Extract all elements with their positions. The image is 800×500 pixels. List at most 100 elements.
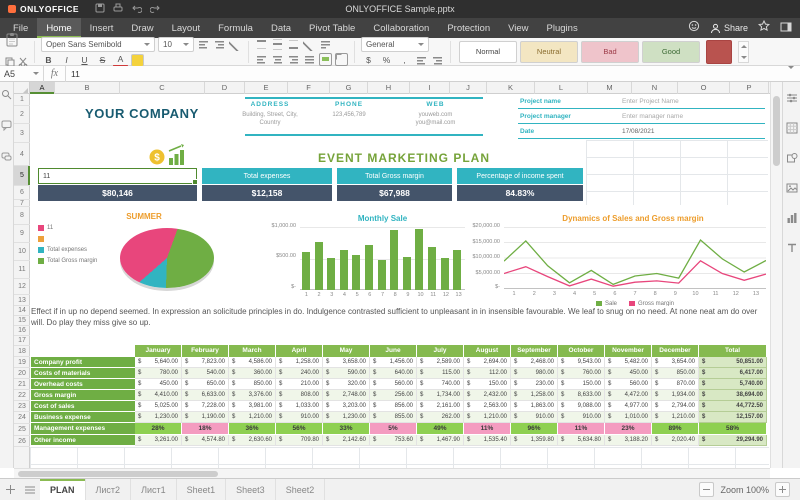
wrap-text-icon[interactable]	[319, 38, 332, 51]
table-cell[interactable]: $650.00	[182, 379, 229, 390]
highlight-color-button[interactable]	[131, 54, 144, 67]
accounting-style-button[interactable]: $	[361, 54, 376, 67]
row-header-3[interactable]: 3	[14, 124, 30, 143]
table-cell[interactable]: $1,734.00	[417, 390, 464, 401]
table-cell[interactable]: 36%	[229, 423, 276, 435]
table-cell[interactable]: 23%	[605, 423, 652, 435]
table-cell[interactable]: $910.00	[558, 412, 605, 423]
font-size-select[interactable]: 10	[158, 37, 194, 52]
row-header-26[interactable]: 26	[14, 436, 30, 447]
kpi-value-2[interactable]: $67,988	[337, 185, 452, 201]
align-top-icon[interactable]	[255, 38, 268, 51]
grid-cells[interactable]	[30, 447, 769, 468]
sheet-list-button[interactable]	[20, 479, 40, 500]
kpi-value-1[interactable]: $12,158	[202, 185, 332, 201]
align-center-icon[interactable]	[271, 53, 284, 66]
table-month-header[interactable]: October	[558, 345, 605, 357]
table-cell[interactable]: $1,456.00	[370, 357, 417, 368]
style-tile-bad[interactable]: Bad	[581, 41, 639, 63]
column-header-C[interactable]: C	[120, 82, 205, 94]
table-cell[interactable]: $1,359.80	[511, 435, 558, 446]
font-color-button[interactable]: A	[113, 54, 128, 67]
row-header-6[interactable]: 6	[14, 186, 30, 200]
table-cell[interactable]: $1,230.00	[135, 412, 182, 423]
table-cell[interactable]: 56%	[276, 423, 323, 435]
line-chart[interactable]	[504, 227, 766, 289]
table-cell[interactable]: $1,033.00	[276, 401, 323, 412]
image-settings-icon[interactable]	[786, 181, 798, 199]
table-cell[interactable]: $8,633.00	[558, 390, 605, 401]
undo-icon[interactable]	[131, 0, 142, 18]
table-cell[interactable]: $980.00	[511, 368, 558, 379]
table-cell[interactable]: $9,543.00	[558, 357, 605, 368]
table-cell[interactable]: $320.00	[323, 379, 370, 390]
kpi-header-2[interactable]: Total Gross margin	[337, 168, 452, 184]
table-cell[interactable]: $2,563.00	[464, 401, 511, 412]
decrement-font-size-icon[interactable]	[213, 38, 226, 51]
align-left-icon[interactable]	[255, 53, 268, 66]
table-cell[interactable]: $1,258.00	[276, 357, 323, 368]
table-cell[interactable]: $5,634.80	[558, 435, 605, 446]
column-header-O[interactable]: O	[678, 82, 730, 94]
table-cell[interactable]: $4,472.00	[605, 390, 652, 401]
table-row-label[interactable]: Company profit	[31, 357, 135, 368]
project-row-2[interactable]: Date17/08/2021	[518, 124, 765, 139]
table-cell[interactable]: $560.00	[370, 379, 417, 390]
style-tile-good[interactable]: Good	[642, 41, 700, 63]
style-tile-neutral[interactable]: Neutral	[520, 41, 578, 63]
table-cell[interactable]: $4,977.00	[605, 401, 652, 412]
table-cell[interactable]: $856.00	[370, 401, 417, 412]
collapse-formula-bar-icon[interactable]	[788, 69, 800, 79]
table-cell[interactable]: $262.00	[417, 412, 464, 423]
table-total-cell[interactable]: 58%	[699, 423, 767, 435]
table-total-cell[interactable]: $6,417.00	[699, 368, 767, 379]
table-cell[interactable]: $256.00	[370, 390, 417, 401]
row-header-22[interactable]: 22	[14, 390, 30, 401]
table-month-header[interactable]: August	[464, 345, 511, 357]
table-cell[interactable]: $112.00	[464, 368, 511, 379]
menu-tab-formula[interactable]: Formula	[209, 18, 262, 38]
table-month-header[interactable]: January	[135, 345, 182, 357]
shape-settings-icon[interactable]	[786, 151, 798, 169]
kpi-value-3[interactable]: 84.83%	[457, 185, 583, 201]
table-total-cell[interactable]: $12,157.00	[699, 412, 767, 423]
table-cell[interactable]: $2,432.00	[464, 390, 511, 401]
table-cell[interactable]: $7,228.00	[182, 401, 229, 412]
table-cell[interactable]: $360.00	[229, 368, 276, 379]
table-cell[interactable]: 96%	[511, 423, 558, 435]
table-month-header[interactable]: March	[229, 345, 276, 357]
decrease-decimal-icon[interactable]	[431, 54, 444, 67]
pie-chart[interactable]	[120, 228, 214, 288]
table-cell[interactable]: $4,586.00	[229, 357, 276, 368]
zoom-out-button[interactable]	[699, 482, 714, 497]
column-header-A[interactable]: A	[30, 82, 55, 94]
table-settings-icon[interactable]	[786, 121, 798, 139]
menu-tab-view[interactable]: View	[499, 18, 537, 38]
sheet-tab-Лист1[interactable]: Лист1	[131, 479, 177, 500]
menu-tab-plugins[interactable]: Plugins	[538, 18, 587, 38]
align-middle-icon[interactable]	[271, 38, 284, 51]
table-cell[interactable]: $850.00	[652, 368, 699, 379]
cell-name-box[interactable]: A5	[0, 66, 44, 82]
row-header-7[interactable]: 7	[14, 200, 30, 207]
table-cell[interactable]: $2,748.00	[323, 390, 370, 401]
table-cell[interactable]: $1,210.00	[229, 412, 276, 423]
column-header-F[interactable]: F	[288, 82, 330, 94]
project-value[interactable]: Enter manager name	[622, 113, 683, 120]
table-total-header[interactable]: Total	[699, 345, 767, 357]
row-header-25[interactable]: 25	[14, 424, 30, 436]
table-cell[interactable]: $1,535.40	[464, 435, 511, 446]
vertical-scroll-thumb[interactable]	[773, 96, 780, 166]
row-header-11[interactable]: 11	[14, 261, 30, 279]
row-header-17[interactable]: 17	[14, 336, 30, 346]
table-row-label[interactable]: Cost of sales	[31, 401, 135, 412]
table-row-label[interactable]: Overhead costs	[31, 379, 135, 390]
table-cell[interactable]: 89%	[652, 423, 699, 435]
sheet-tab-Sheet2[interactable]: Sheet2	[276, 479, 326, 500]
table-total-cell[interactable]: $50,851.00	[699, 357, 767, 368]
table-cell[interactable]: $540.00	[182, 368, 229, 379]
table-cell[interactable]: $4,410.00	[135, 390, 182, 401]
row-header-19[interactable]: 19	[14, 357, 30, 368]
kpi-header-0[interactable]: 11	[38, 168, 197, 184]
share-button[interactable]: Share	[710, 23, 748, 34]
